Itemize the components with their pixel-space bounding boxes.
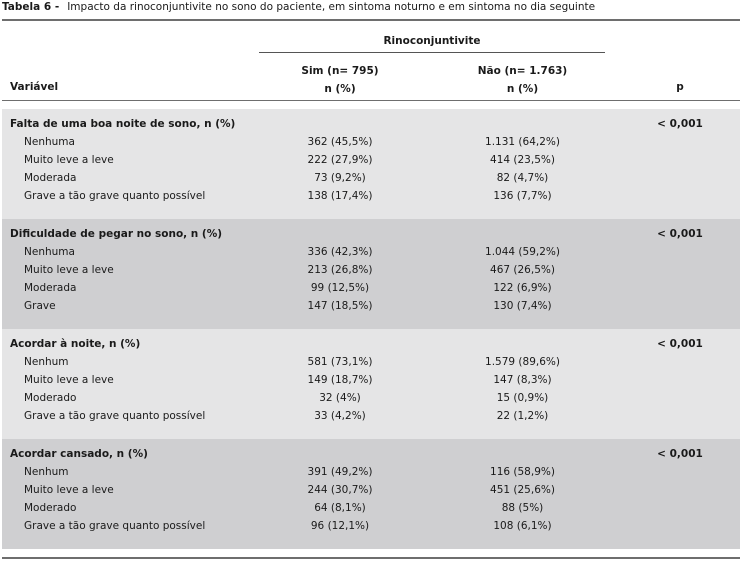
sim-value: 32 (4%) (319, 392, 361, 404)
column-header-variable: Variável (10, 81, 59, 93)
row-label: Muito leve a leve (24, 484, 114, 496)
nao-value: 22 (1,2%) (496, 410, 549, 422)
row-label: Nenhuma (24, 136, 75, 148)
sim-value: 64 (8,1%) (314, 502, 366, 514)
group-header: Rinoconjuntivite (383, 35, 481, 47)
group-header-rule (259, 52, 605, 53)
table-row: Muito leve a leve 244 (30,7%) 451 (25,6%… (2, 481, 740, 499)
sim-value: 99 (12,5%) (310, 282, 370, 294)
p-value: < 0,001 (657, 448, 703, 460)
p-value: < 0,001 (657, 228, 703, 240)
sim-value: 149 (18,7%) (307, 374, 373, 386)
column-header-sim: Sim (n= 795) n (%) (259, 62, 421, 98)
row-label: Muito leve a leve (24, 374, 114, 386)
p-value: < 0,001 (657, 118, 703, 130)
sim-value: 391 (49,2%) (307, 466, 373, 478)
row-label: Grave a tão grave quanto possível (24, 410, 206, 422)
section-title-row: Acordar à noite, n (%) < 0,001 (2, 335, 740, 353)
table-row: Nenhum 391 (49,2%) 116 (58,9%) (2, 463, 740, 481)
column-header-sim-unit: n (%) (324, 83, 356, 95)
nao-value: 1.579 (89,6%) (485, 356, 560, 368)
sim-value: 213 (26,8%) (307, 264, 373, 276)
nao-value: 136 (7,7%) (493, 190, 552, 202)
section-title-row: Dificuldade de pegar no sono, n (%) < 0,… (2, 225, 740, 243)
table-row: Muito leve a leve 222 (27,9%) 414 (23,5%… (2, 151, 740, 169)
row-label: Grave a tão grave quanto possível (24, 520, 206, 532)
sim-value: 222 (27,9%) (307, 154, 373, 166)
nao-value: 1.131 (64,2%) (485, 136, 560, 148)
section-title-row: Acordar cansado, n (%) < 0,001 (2, 445, 740, 463)
table-section: Falta de uma boa noite de sono, n (%) < … (2, 109, 740, 219)
row-label: Muito leve a leve (24, 154, 114, 166)
sim-value: 73 (9,2%) (314, 172, 366, 184)
sim-value: 96 (12,1%) (310, 520, 370, 532)
p-value: < 0,001 (657, 338, 703, 350)
sim-value: 581 (73,1%) (307, 356, 373, 368)
row-label: Nenhuma (24, 246, 75, 258)
section-title: Acordar cansado, n (%) (10, 448, 148, 460)
table-row: Grave 147 (18,5%) 130 (7,4%) (2, 297, 740, 315)
row-label: Grave (24, 300, 56, 312)
nao-value: 147 (8,3%) (493, 374, 552, 386)
table-row: Nenhuma 362 (45,5%) 1.131 (64,2%) (2, 133, 740, 151)
sim-value: 138 (17,4%) (307, 190, 373, 202)
row-label: Nenhum (24, 466, 69, 478)
table-row: Grave a tão grave quanto possível 96 (12… (2, 517, 740, 535)
column-header-sim-count: Sim (n= 795) (301, 65, 379, 77)
nao-value: 15 (0,9%) (496, 392, 549, 404)
header-rule (2, 100, 740, 101)
section-title: Dificuldade de pegar no sono, n (%) (10, 228, 223, 240)
table-row: Grave a tão grave quanto possível 33 (4,… (2, 407, 740, 425)
top-rule (2, 19, 740, 21)
column-header-p: p (676, 81, 684, 93)
nao-value: 414 (23,5%) (490, 154, 555, 166)
nao-value: 82 (4,7%) (496, 172, 549, 184)
table-row: Moderado 32 (4%) 15 (0,9%) (2, 389, 740, 407)
row-label: Moderada (24, 172, 77, 184)
sim-value: 33 (4,2%) (314, 410, 366, 422)
sim-value: 362 (45,5%) (307, 136, 373, 148)
section-title: Falta de uma boa noite de sono, n (%) (10, 118, 236, 130)
nao-value: 108 (6,1%) (493, 520, 552, 532)
table-row: Moderada 99 (12,5%) 122 (6,9%) (2, 279, 740, 297)
row-label: Moderado (24, 392, 77, 404)
table-caption: Tabela 6 - Impacto da rinoconjuntivite no… (2, 1, 595, 13)
table-row: Moderado 64 (8,1%) 88 (5%) (2, 499, 740, 517)
sim-value: 336 (42,3%) (307, 246, 373, 258)
sim-value: 147 (18,5%) (307, 300, 373, 312)
nao-value: 122 (6,9%) (493, 282, 552, 294)
row-label: Grave a tão grave quanto possível (24, 190, 206, 202)
column-header-nao-count: Não (n= 1.763) (477, 65, 568, 77)
nao-value: 88 (5%) (501, 502, 544, 514)
row-label: Moderada (24, 282, 77, 294)
section-title: Acordar à noite, n (%) (10, 338, 141, 350)
table-row: Moderada 73 (9,2%) 82 (4,7%) (2, 169, 740, 187)
table-section: Dificuldade de pegar no sono, n (%) < 0,… (2, 219, 740, 329)
caption-text: Impacto da rinoconjuntivite no sono do p… (67, 1, 596, 13)
nao-value: 1.044 (59,2%) (485, 246, 560, 258)
table-row: Nenhum 581 (73,1%) 1.579 (89,6%) (2, 353, 740, 371)
caption-label: Tabela 6 - (2, 1, 60, 13)
row-label: Moderado (24, 502, 77, 514)
section-title-row: Falta de uma boa noite de sono, n (%) < … (2, 115, 740, 133)
nao-value: 130 (7,4%) (493, 300, 552, 312)
nao-value: 467 (26,5%) (490, 264, 555, 276)
table-row: Grave a tão grave quanto possível 138 (1… (2, 187, 740, 205)
nao-value: 116 (58,9%) (490, 466, 555, 478)
table-row: Nenhuma 336 (42,3%) 1.044 (59,2%) (2, 243, 740, 261)
sim-value: 244 (30,7%) (307, 484, 373, 496)
column-header-nao: Não (n= 1.763) n (%) (440, 62, 605, 98)
table-section: Acordar cansado, n (%) < 0,001 Nenhum 39… (2, 439, 740, 549)
row-label: Nenhum (24, 356, 69, 368)
table-row: Muito leve a leve 213 (26,8%) 467 (26,5%… (2, 261, 740, 279)
table-section: Acordar à noite, n (%) < 0,001 Nenhum 58… (2, 329, 740, 439)
row-label: Muito leve a leve (24, 264, 114, 276)
nao-value: 451 (25,6%) (490, 484, 555, 496)
table-row: Muito leve a leve 149 (18,7%) 147 (8,3%) (2, 371, 740, 389)
bottom-rule (2, 557, 740, 559)
column-header-nao-unit: n (%) (506, 83, 539, 95)
